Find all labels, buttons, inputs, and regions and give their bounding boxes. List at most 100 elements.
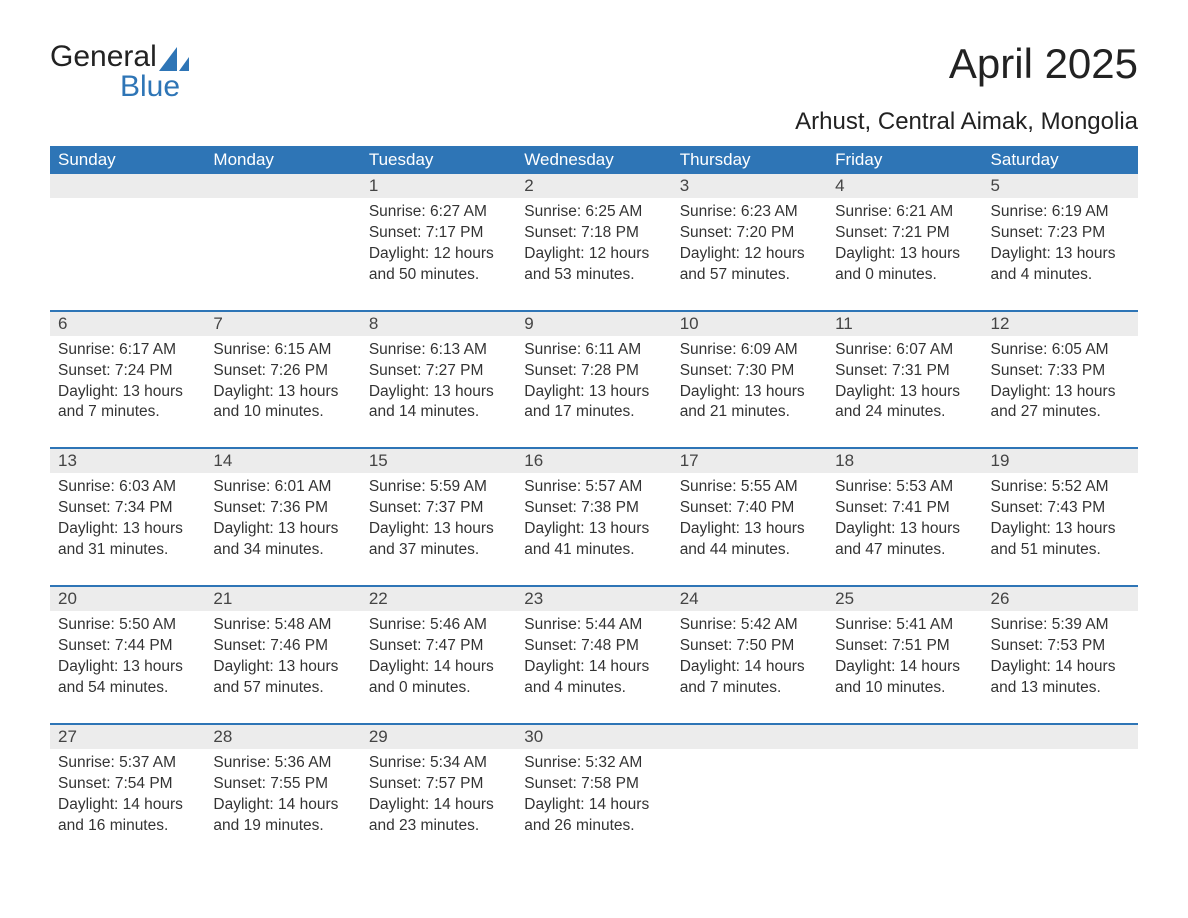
daylight-line: Daylight: 14 hours and 4 minutes. xyxy=(524,657,663,699)
day-body: Sunrise: 5:37 AMSunset: 7:54 PMDaylight:… xyxy=(50,749,205,861)
weekday-header: Sunday xyxy=(50,146,205,174)
sunset-line: Sunset: 7:48 PM xyxy=(524,636,663,657)
calendar-day-cell xyxy=(672,723,827,861)
sunset-line: Sunset: 7:30 PM xyxy=(680,361,819,382)
sunset-line: Sunset: 7:43 PM xyxy=(991,498,1130,519)
sunset-line: Sunset: 7:17 PM xyxy=(369,223,508,244)
day-body: Sunrise: 5:52 AMSunset: 7:43 PMDaylight:… xyxy=(983,473,1138,585)
daylight-line: Daylight: 14 hours and 10 minutes. xyxy=(835,657,974,699)
day-body: Sunrise: 6:05 AMSunset: 7:33 PMDaylight:… xyxy=(983,336,1138,448)
day-body: Sunrise: 6:07 AMSunset: 7:31 PMDaylight:… xyxy=(827,336,982,448)
daylight-line: Daylight: 13 hours and 47 minutes. xyxy=(835,519,974,561)
calendar-day-cell: 7Sunrise: 6:15 AMSunset: 7:26 PMDaylight… xyxy=(205,310,360,448)
sunrise-line: Sunrise: 5:50 AM xyxy=(58,615,197,636)
day-body: Sunrise: 5:46 AMSunset: 7:47 PMDaylight:… xyxy=(361,611,516,723)
brand-sail-icon xyxy=(159,47,189,71)
sunrise-line: Sunrise: 6:11 AM xyxy=(524,340,663,361)
sunrise-line: Sunrise: 6:07 AM xyxy=(835,340,974,361)
sunset-line: Sunset: 7:46 PM xyxy=(213,636,352,657)
calendar-day-cell: 30Sunrise: 5:32 AMSunset: 7:58 PMDayligh… xyxy=(516,723,671,861)
day-body: Sunrise: 6:13 AMSunset: 7:27 PMDaylight:… xyxy=(361,336,516,448)
daylight-line: Daylight: 14 hours and 26 minutes. xyxy=(524,795,663,837)
day-number: 7 xyxy=(205,310,360,336)
sunset-line: Sunset: 7:21 PM xyxy=(835,223,974,244)
weekday-header: Monday xyxy=(205,146,360,174)
sunset-line: Sunset: 7:23 PM xyxy=(991,223,1130,244)
daylight-line: Daylight: 13 hours and 21 minutes. xyxy=(680,382,819,424)
day-number: 8 xyxy=(361,310,516,336)
day-body: Sunrise: 5:39 AMSunset: 7:53 PMDaylight:… xyxy=(983,611,1138,723)
calendar-day-cell: 1Sunrise: 6:27 AMSunset: 7:17 PMDaylight… xyxy=(361,174,516,310)
daylight-line: Daylight: 13 hours and 51 minutes. xyxy=(991,519,1130,561)
sunrise-line: Sunrise: 5:53 AM xyxy=(835,477,974,498)
sunrise-line: Sunrise: 5:41 AM xyxy=(835,615,974,636)
day-number: 4 xyxy=(827,174,982,198)
day-number: 2 xyxy=(516,174,671,198)
weekday-header: Friday xyxy=(827,146,982,174)
calendar-day-cell: 2Sunrise: 6:25 AMSunset: 7:18 PMDaylight… xyxy=(516,174,671,310)
day-number xyxy=(983,723,1138,749)
day-body xyxy=(672,749,827,859)
day-body: Sunrise: 6:23 AMSunset: 7:20 PMDaylight:… xyxy=(672,198,827,310)
calendar-week-row: 1Sunrise: 6:27 AMSunset: 7:17 PMDaylight… xyxy=(50,174,1138,310)
sunrise-line: Sunrise: 6:09 AM xyxy=(680,340,819,361)
daylight-line: Daylight: 14 hours and 13 minutes. xyxy=(991,657,1130,699)
day-number: 27 xyxy=(50,723,205,749)
day-number: 23 xyxy=(516,585,671,611)
day-number: 19 xyxy=(983,447,1138,473)
calendar-week-row: 13Sunrise: 6:03 AMSunset: 7:34 PMDayligh… xyxy=(50,447,1138,585)
calendar-week-row: 6Sunrise: 6:17 AMSunset: 7:24 PMDaylight… xyxy=(50,310,1138,448)
day-number xyxy=(205,174,360,198)
day-body xyxy=(983,749,1138,859)
day-number xyxy=(50,174,205,198)
calendar-day-cell: 15Sunrise: 5:59 AMSunset: 7:37 PMDayligh… xyxy=(361,447,516,585)
sunset-line: Sunset: 7:36 PM xyxy=(213,498,352,519)
sunrise-line: Sunrise: 5:39 AM xyxy=(991,615,1130,636)
sunrise-line: Sunrise: 6:25 AM xyxy=(524,202,663,223)
day-body: Sunrise: 6:09 AMSunset: 7:30 PMDaylight:… xyxy=(672,336,827,448)
daylight-line: Daylight: 13 hours and 54 minutes. xyxy=(58,657,197,699)
location-subtitle: Arhust, Central Aimak, Mongolia xyxy=(50,108,1138,136)
day-number: 1 xyxy=(361,174,516,198)
day-number: 17 xyxy=(672,447,827,473)
brand-part2: Blue xyxy=(120,70,180,104)
day-body: Sunrise: 6:01 AMSunset: 7:36 PMDaylight:… xyxy=(205,473,360,585)
daylight-line: Daylight: 12 hours and 53 minutes. xyxy=(524,244,663,286)
calendar-day-cell: 16Sunrise: 5:57 AMSunset: 7:38 PMDayligh… xyxy=(516,447,671,585)
day-number: 10 xyxy=(672,310,827,336)
daylight-line: Daylight: 13 hours and 17 minutes. xyxy=(524,382,663,424)
daylight-line: Daylight: 14 hours and 23 minutes. xyxy=(369,795,508,837)
sunset-line: Sunset: 7:40 PM xyxy=(680,498,819,519)
calendar-day-cell: 24Sunrise: 5:42 AMSunset: 7:50 PMDayligh… xyxy=(672,585,827,723)
sunset-line: Sunset: 7:24 PM xyxy=(58,361,197,382)
daylight-line: Daylight: 13 hours and 10 minutes. xyxy=(213,382,352,424)
calendar-day-cell: 10Sunrise: 6:09 AMSunset: 7:30 PMDayligh… xyxy=(672,310,827,448)
sunrise-line: Sunrise: 5:34 AM xyxy=(369,753,508,774)
day-number: 29 xyxy=(361,723,516,749)
calendar-day-cell: 19Sunrise: 5:52 AMSunset: 7:43 PMDayligh… xyxy=(983,447,1138,585)
weekday-header-row: Sunday Monday Tuesday Wednesday Thursday… xyxy=(50,146,1138,174)
day-body xyxy=(827,749,982,859)
day-body: Sunrise: 5:41 AMSunset: 7:51 PMDaylight:… xyxy=(827,611,982,723)
sunset-line: Sunset: 7:54 PM xyxy=(58,774,197,795)
day-body: Sunrise: 5:55 AMSunset: 7:40 PMDaylight:… xyxy=(672,473,827,585)
sunrise-line: Sunrise: 5:55 AM xyxy=(680,477,819,498)
daylight-line: Daylight: 13 hours and 0 minutes. xyxy=(835,244,974,286)
calendar-day-cell: 14Sunrise: 6:01 AMSunset: 7:36 PMDayligh… xyxy=(205,447,360,585)
day-body: Sunrise: 6:11 AMSunset: 7:28 PMDaylight:… xyxy=(516,336,671,448)
brand-logo: General xyxy=(50,40,191,74)
sunset-line: Sunset: 7:28 PM xyxy=(524,361,663,382)
calendar-table: Sunday Monday Tuesday Wednesday Thursday… xyxy=(50,146,1138,860)
day-body: Sunrise: 6:25 AMSunset: 7:18 PMDaylight:… xyxy=(516,198,671,310)
calendar-day-cell xyxy=(983,723,1138,861)
sunset-line: Sunset: 7:41 PM xyxy=(835,498,974,519)
day-number: 20 xyxy=(50,585,205,611)
calendar-day-cell: 9Sunrise: 6:11 AMSunset: 7:28 PMDaylight… xyxy=(516,310,671,448)
sunrise-line: Sunrise: 6:03 AM xyxy=(58,477,197,498)
day-body: Sunrise: 5:53 AMSunset: 7:41 PMDaylight:… xyxy=(827,473,982,585)
sunset-line: Sunset: 7:50 PM xyxy=(680,636,819,657)
day-body: Sunrise: 5:32 AMSunset: 7:58 PMDaylight:… xyxy=(516,749,671,861)
day-number: 11 xyxy=(827,310,982,336)
daylight-line: Daylight: 14 hours and 0 minutes. xyxy=(369,657,508,699)
calendar-day-cell: 28Sunrise: 5:36 AMSunset: 7:55 PMDayligh… xyxy=(205,723,360,861)
